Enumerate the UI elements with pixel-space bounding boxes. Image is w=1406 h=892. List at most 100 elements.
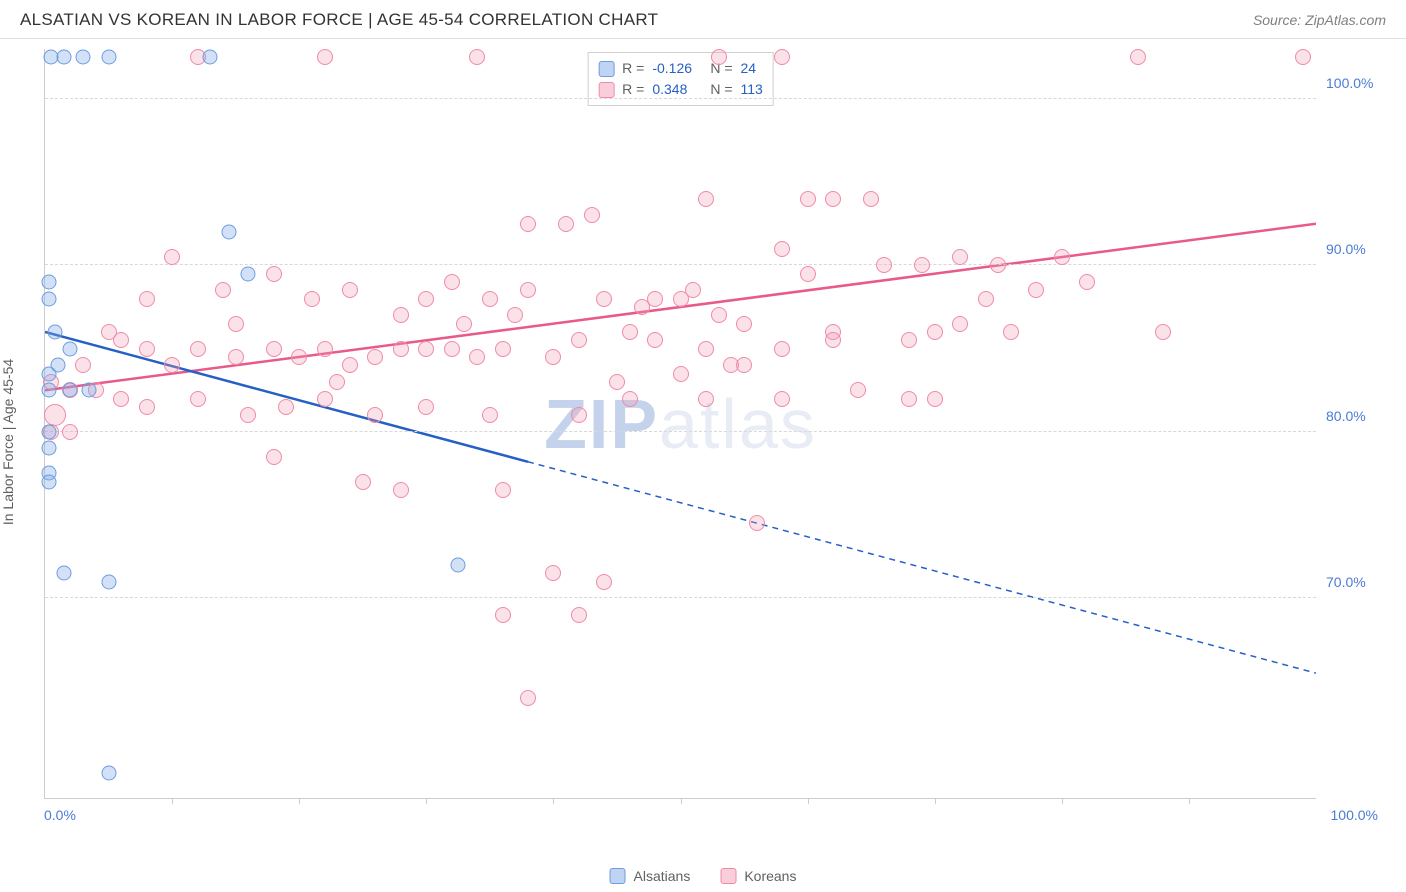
data-point-koreans	[774, 391, 790, 407]
data-point-koreans	[927, 324, 943, 340]
data-point-alsatians	[48, 324, 63, 339]
data-point-koreans	[749, 515, 765, 531]
data-point-koreans	[901, 391, 917, 407]
data-point-alsatians	[57, 566, 72, 581]
data-point-alsatians	[76, 50, 91, 65]
data-point-koreans	[952, 249, 968, 265]
data-point-koreans	[164, 249, 180, 265]
gridline	[45, 98, 1316, 99]
data-point-alsatians	[451, 557, 466, 572]
y-tick-label: 90.0%	[1326, 241, 1386, 257]
data-point-koreans	[1155, 324, 1171, 340]
data-point-koreans	[190, 391, 206, 407]
data-point-koreans	[520, 690, 536, 706]
legend-swatch	[720, 868, 736, 884]
x-tick	[1189, 798, 1190, 804]
data-point-koreans	[367, 349, 383, 365]
data-point-koreans	[800, 191, 816, 207]
data-point-alsatians	[63, 341, 78, 356]
data-point-koreans	[558, 216, 574, 232]
trend-line-alsatians-dashed	[528, 462, 1316, 673]
data-point-koreans	[1130, 49, 1146, 65]
data-point-koreans	[622, 391, 638, 407]
data-point-alsatians	[41, 441, 56, 456]
gridline	[45, 431, 1316, 432]
series-legend: AlsatiansKoreans	[610, 868, 797, 884]
data-point-koreans	[190, 341, 206, 357]
data-point-koreans	[355, 474, 371, 490]
r-value: 0.348	[652, 79, 702, 100]
data-point-koreans	[1003, 324, 1019, 340]
x-tick	[553, 798, 554, 804]
data-point-koreans	[774, 341, 790, 357]
data-point-koreans	[393, 341, 409, 357]
x-axis-max-label: 100.0%	[1331, 807, 1378, 823]
data-point-koreans	[825, 191, 841, 207]
data-point-koreans	[495, 341, 511, 357]
data-point-koreans	[711, 307, 727, 323]
data-point-koreans	[520, 216, 536, 232]
legend-item: Alsatians	[610, 868, 691, 884]
x-tick	[935, 798, 936, 804]
data-point-koreans	[876, 257, 892, 273]
data-point-koreans	[266, 266, 282, 282]
data-point-koreans	[711, 49, 727, 65]
data-point-alsatians	[101, 50, 116, 65]
data-point-koreans	[393, 307, 409, 323]
data-point-koreans	[520, 282, 536, 298]
data-point-koreans	[228, 349, 244, 365]
data-point-koreans	[482, 407, 498, 423]
data-point-koreans	[545, 565, 561, 581]
x-axis-min-label: 0.0%	[44, 807, 76, 823]
data-point-koreans	[266, 341, 282, 357]
n-label: N =	[710, 79, 732, 100]
data-point-koreans	[800, 266, 816, 282]
legend-label: Alsatians	[634, 868, 691, 884]
data-point-koreans	[622, 324, 638, 340]
data-point-koreans	[978, 291, 994, 307]
data-point-koreans	[774, 241, 790, 257]
data-point-koreans	[901, 332, 917, 348]
data-point-koreans	[317, 391, 333, 407]
data-point-koreans	[927, 391, 943, 407]
data-point-koreans	[266, 449, 282, 465]
x-tick	[299, 798, 300, 804]
x-tick	[426, 798, 427, 804]
data-point-koreans	[139, 291, 155, 307]
data-point-koreans	[291, 349, 307, 365]
data-point-koreans	[113, 391, 129, 407]
data-point-koreans	[596, 291, 612, 307]
data-point-koreans	[698, 191, 714, 207]
x-tick	[681, 798, 682, 804]
data-point-alsatians	[222, 225, 237, 240]
data-point-alsatians	[101, 766, 116, 781]
data-point-koreans	[418, 399, 434, 415]
r-label: R =	[622, 58, 644, 79]
data-point-koreans	[495, 607, 511, 623]
data-point-alsatians	[41, 291, 56, 306]
data-point-koreans	[44, 404, 66, 426]
data-point-alsatians	[101, 574, 116, 589]
data-point-koreans	[278, 399, 294, 415]
data-point-koreans	[342, 282, 358, 298]
data-point-koreans	[1295, 49, 1311, 65]
data-point-koreans	[698, 341, 714, 357]
data-point-koreans	[596, 574, 612, 590]
data-point-koreans	[1054, 249, 1070, 265]
y-tick-label: 70.0%	[1326, 574, 1386, 590]
data-point-koreans	[774, 49, 790, 65]
data-point-koreans	[444, 341, 460, 357]
r-value: -0.126	[652, 58, 702, 79]
data-point-koreans	[317, 49, 333, 65]
data-point-alsatians	[41, 383, 56, 398]
data-point-koreans	[495, 482, 511, 498]
legend-swatch	[610, 868, 626, 884]
legend-swatch	[598, 82, 614, 98]
data-point-koreans	[685, 282, 701, 298]
data-point-alsatians	[82, 383, 97, 398]
x-tick	[808, 798, 809, 804]
stats-row: R =-0.126N =24	[598, 58, 763, 79]
chart-title: ALSATIAN VS KOREAN IN LABOR FORCE | AGE …	[20, 10, 658, 30]
gridline	[45, 264, 1316, 265]
gridline	[45, 597, 1316, 598]
